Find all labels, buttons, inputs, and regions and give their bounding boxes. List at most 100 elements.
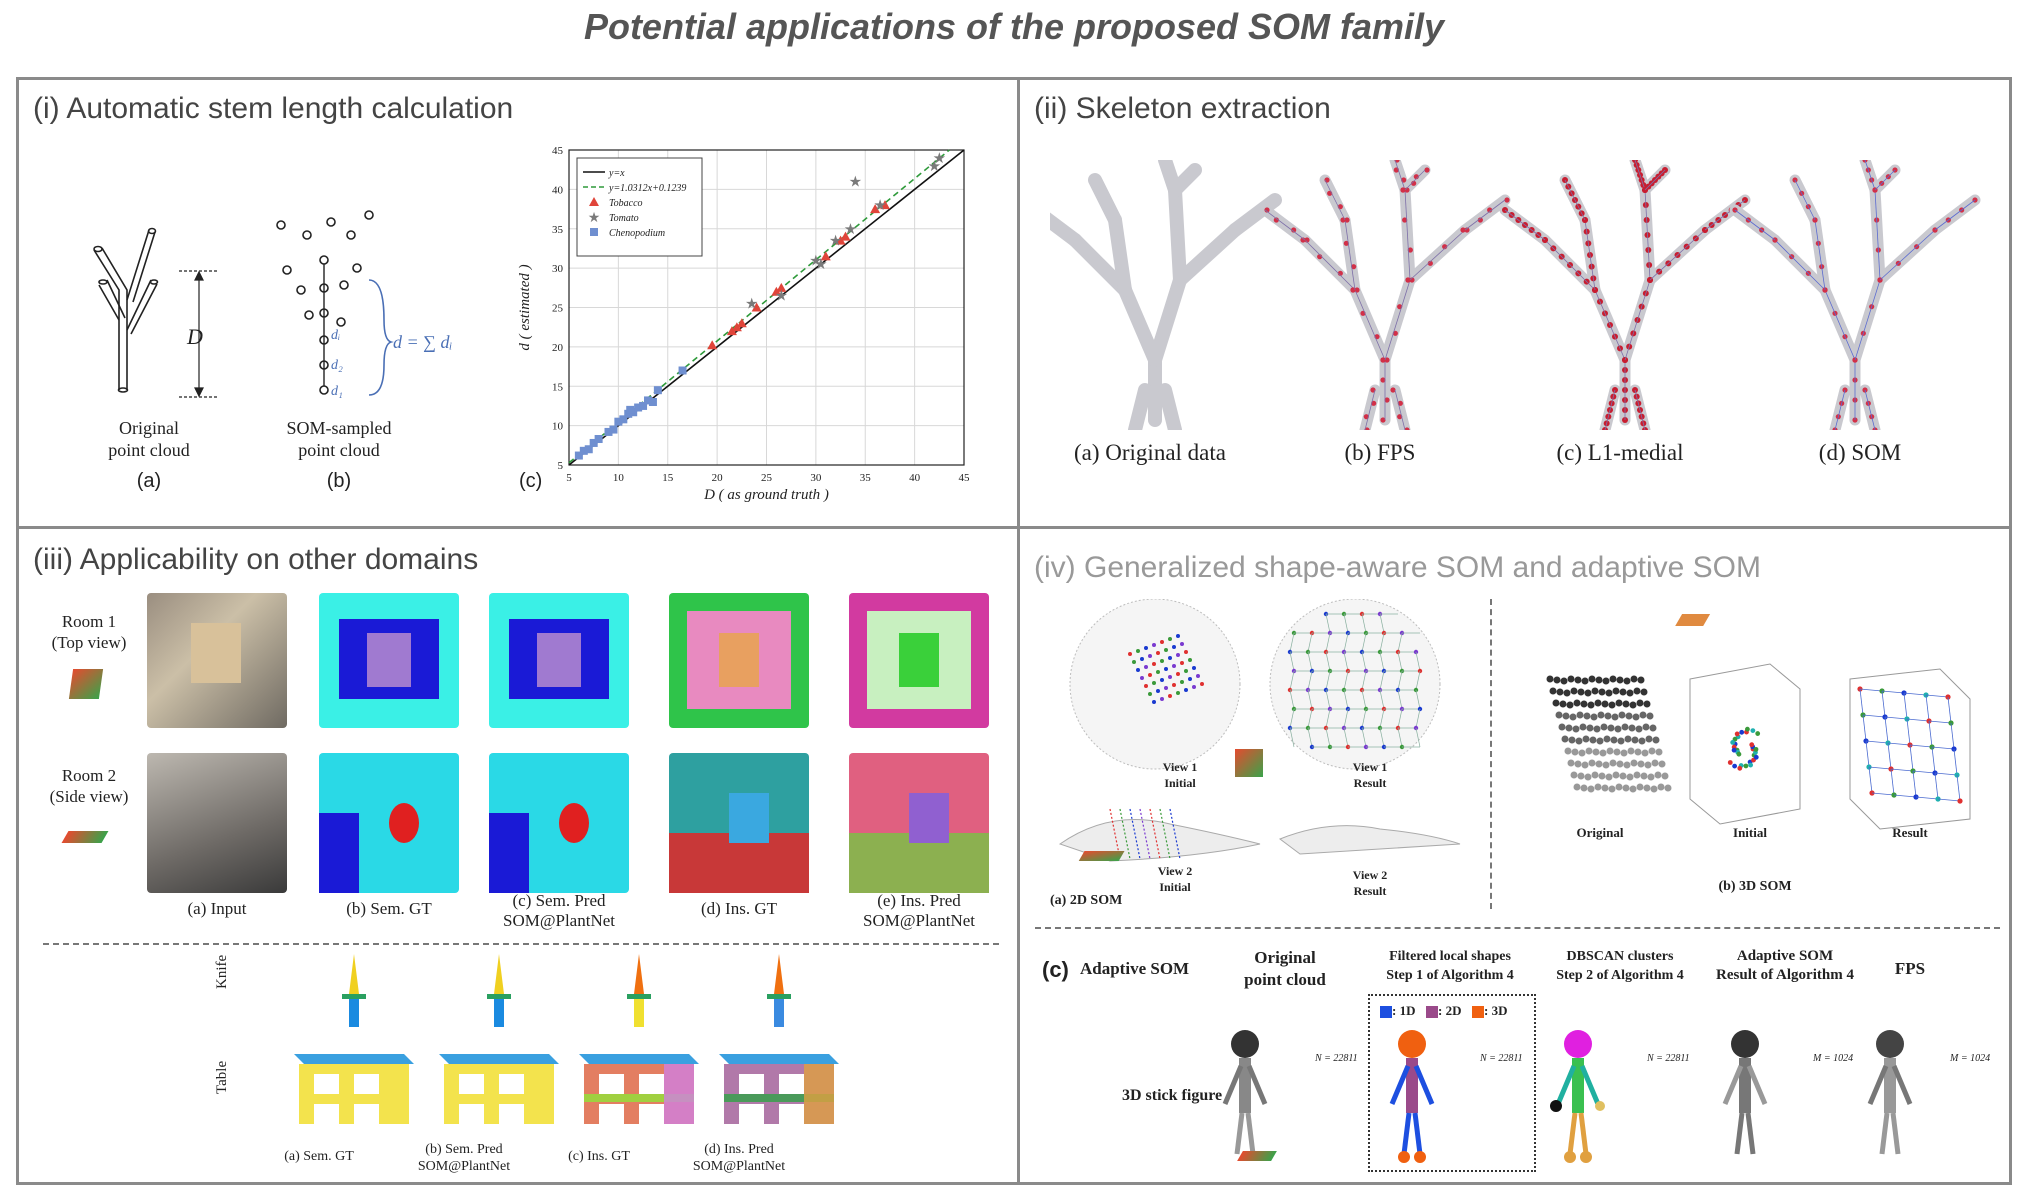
y-tick-label: 20 [552, 342, 564, 354]
axis-z-icon [1237, 1151, 1277, 1161]
skeleton-edge [1864, 160, 1876, 191]
table-gap [354, 1104, 379, 1124]
som-edge [1325, 727, 1331, 748]
som-edge [1343, 632, 1349, 653]
cloud-point [1585, 747, 1593, 755]
tree-branch [1228, 193, 1282, 237]
som-edge [1415, 689, 1421, 710]
som-edge [1343, 651, 1349, 672]
table-gap [639, 1074, 664, 1094]
cloud-point [1654, 771, 1662, 779]
skeleton-node [1413, 174, 1419, 180]
som-node [1160, 659, 1164, 663]
data-point: ★ [844, 222, 857, 238]
cloud-point [1608, 701, 1616, 709]
axis-z-icon [61, 831, 109, 843]
cloud-point [1646, 712, 1654, 720]
som-node [1152, 662, 1156, 666]
som-edge [1906, 718, 1930, 722]
knife-guard [342, 994, 366, 999]
cloud-point [1558, 723, 1566, 731]
x-tick-label: 45 [959, 472, 971, 484]
cloud-point [1567, 675, 1575, 683]
cloud-point [1591, 687, 1599, 695]
som-edge [1881, 690, 1905, 694]
cloud-point [1590, 713, 1598, 721]
cloud-point [1648, 747, 1656, 755]
som-edge [1881, 690, 1886, 718]
region [367, 633, 411, 687]
som-node [1156, 689, 1160, 693]
data-point [594, 435, 603, 444]
som-edge [1361, 632, 1367, 653]
skeleton-node [1400, 187, 1406, 193]
skeleton-edge [1864, 389, 1876, 430]
skeleton-node [1409, 277, 1415, 283]
som-node [1731, 747, 1737, 753]
som-node [1156, 670, 1160, 674]
skeleton-node [1464, 227, 1470, 233]
som-node [1144, 684, 1148, 688]
som-node [1128, 652, 1132, 656]
skeleton-edge [1584, 219, 1596, 291]
room1-sem-gt [319, 593, 459, 728]
room1-name: Room 1 [61, 612, 117, 631]
som-node [1184, 688, 1188, 692]
cloud-point [1599, 749, 1607, 757]
cloud-point [1577, 688, 1585, 696]
label-line: Initial [1159, 880, 1191, 894]
region [729, 793, 769, 843]
cloud-point [1549, 687, 1557, 695]
object-group [579, 954, 699, 1124]
som-edge [1325, 613, 1331, 634]
panel-stem-length: (i) Automatic stem length calculation D … [16, 77, 1020, 529]
som-edge [1397, 708, 1403, 729]
caption-sem-gt-bottom: (a) Sem. GT [284, 1149, 354, 1164]
skeleton-node [1300, 237, 1306, 243]
legend-box [576, 157, 703, 257]
cloud-point [1566, 701, 1574, 709]
cloud-point [1605, 773, 1613, 781]
caption-ins-pred: (e) Ins. Pred SOM@PlantNet [834, 891, 1004, 931]
table-top [439, 1054, 559, 1064]
data-point [771, 286, 782, 296]
som-edge [1343, 708, 1349, 729]
som-node [1734, 731, 1740, 737]
stick-leg [1745, 1112, 1756, 1155]
data-point: ★ [933, 151, 946, 167]
knife-handle [774, 999, 784, 1027]
legend-label: Chenopodium [609, 228, 665, 239]
col-line: DBSCAN clusters [1566, 949, 1674, 964]
label-original: Original [1576, 825, 1624, 840]
skeleton-edge [1504, 209, 1546, 241]
skeleton-node [1460, 227, 1466, 233]
room2-view: (Side view) [49, 787, 129, 806]
skeleton-node [1380, 377, 1386, 383]
som-node [1160, 640, 1164, 644]
caption-som-sampled-1: SOM-sampled [286, 418, 392, 438]
cloud-point [1583, 712, 1591, 720]
data-point [579, 446, 588, 455]
room2-name: Room 2 [61, 766, 117, 785]
panel-title: (iii) Applicability on other domains [33, 543, 479, 576]
cloud-point [1588, 759, 1596, 767]
som-edge [1289, 651, 1295, 672]
skeleton-edge [1644, 169, 1666, 191]
cloud-point [1584, 773, 1592, 781]
som-node [1168, 675, 1172, 679]
skeleton-edge [1404, 169, 1426, 191]
table-gap [314, 1104, 339, 1124]
table-label: Table [214, 1060, 230, 1094]
surface-view2 [1278, 825, 1461, 855]
knife-blade [774, 954, 784, 994]
caption-original-point-cloud-2: point cloud [108, 440, 190, 460]
tree-branch [1128, 383, 1152, 430]
table-part [584, 1094, 694, 1102]
stick-leg [1578, 1112, 1589, 1155]
cloud-point [1586, 724, 1594, 732]
skeleton-edge [1364, 389, 1376, 430]
col-line: Result of Algorithm 4 [1716, 967, 1854, 983]
som-node [1144, 665, 1148, 669]
knife-label: Knife [214, 954, 230, 989]
room2-input [147, 753, 287, 893]
